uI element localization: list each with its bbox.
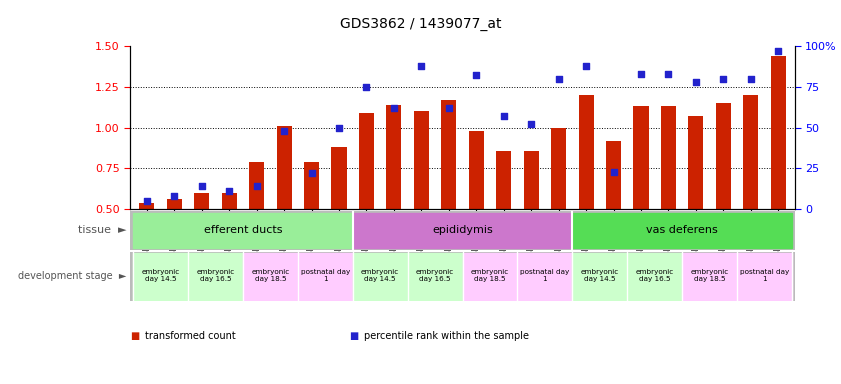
- Bar: [133, 213, 352, 248]
- Point: [497, 113, 510, 119]
- Bar: [133, 253, 188, 300]
- Point: [469, 73, 483, 79]
- Bar: [627, 253, 682, 300]
- Bar: [468, 131, 484, 291]
- Point: [607, 169, 621, 175]
- Bar: [573, 253, 627, 300]
- Text: embryonic
day 14.5: embryonic day 14.5: [580, 269, 619, 282]
- Text: postnatal day
1: postnatal day 1: [521, 269, 569, 282]
- Bar: [298, 253, 352, 300]
- Bar: [194, 193, 209, 291]
- Bar: [414, 111, 429, 291]
- Text: postnatal day
1: postnatal day 1: [300, 269, 350, 282]
- Point: [140, 198, 154, 204]
- Text: embryonic
day 14.5: embryonic day 14.5: [141, 269, 180, 282]
- Text: embryonic
day 18.5: embryonic day 18.5: [690, 269, 729, 282]
- Point: [442, 105, 456, 111]
- Text: tissue  ►: tissue ►: [77, 225, 126, 235]
- Text: ■: ■: [130, 331, 140, 341]
- Bar: [743, 95, 759, 291]
- Point: [634, 71, 648, 77]
- Bar: [386, 105, 401, 291]
- Point: [223, 188, 236, 194]
- Point: [744, 76, 758, 82]
- Bar: [442, 100, 457, 291]
- Bar: [606, 141, 621, 291]
- Bar: [770, 56, 785, 291]
- Point: [195, 184, 209, 190]
- Bar: [682, 253, 737, 300]
- Point: [332, 124, 346, 131]
- Bar: [737, 253, 792, 300]
- Bar: [573, 213, 792, 248]
- Text: embryonic
day 18.5: embryonic day 18.5: [251, 269, 289, 282]
- Point: [167, 193, 181, 199]
- Text: embryonic
day 16.5: embryonic day 16.5: [636, 269, 674, 282]
- Text: postnatal day
1: postnatal day 1: [740, 269, 789, 282]
- Point: [689, 79, 702, 85]
- Point: [525, 121, 538, 127]
- Text: epididymis: epididymis: [432, 225, 493, 235]
- Bar: [517, 253, 573, 300]
- Point: [552, 76, 565, 82]
- Bar: [661, 106, 676, 291]
- Bar: [716, 103, 731, 291]
- Bar: [689, 116, 703, 291]
- Bar: [352, 213, 573, 248]
- Point: [304, 170, 318, 177]
- Bar: [524, 151, 539, 291]
- Bar: [496, 151, 511, 291]
- Bar: [167, 199, 182, 291]
- Bar: [408, 253, 463, 300]
- Bar: [249, 162, 264, 291]
- Text: GDS3862 / 1439077_at: GDS3862 / 1439077_at: [340, 17, 501, 31]
- Point: [415, 63, 428, 69]
- Bar: [579, 95, 594, 291]
- Bar: [633, 106, 648, 291]
- Text: embryonic
day 16.5: embryonic day 16.5: [416, 269, 454, 282]
- Text: ■: ■: [349, 331, 358, 341]
- Bar: [331, 147, 346, 291]
- Bar: [359, 113, 374, 291]
- Bar: [222, 193, 236, 291]
- Text: embryonic
day 14.5: embryonic day 14.5: [361, 269, 399, 282]
- Point: [250, 184, 263, 190]
- Text: efferent ducts: efferent ducts: [204, 225, 283, 235]
- Point: [387, 105, 400, 111]
- Text: percentile rank within the sample: percentile rank within the sample: [364, 331, 529, 341]
- Text: development stage  ►: development stage ►: [18, 271, 126, 281]
- Text: embryonic
day 18.5: embryonic day 18.5: [471, 269, 509, 282]
- Bar: [277, 126, 292, 291]
- Bar: [304, 162, 319, 291]
- Bar: [463, 253, 517, 300]
- Bar: [188, 253, 243, 300]
- Text: embryonic
day 16.5: embryonic day 16.5: [196, 269, 235, 282]
- Point: [360, 84, 373, 90]
- Point: [579, 63, 593, 69]
- Bar: [243, 253, 298, 300]
- Bar: [352, 253, 408, 300]
- Bar: [551, 127, 566, 291]
- Point: [278, 128, 291, 134]
- Bar: [140, 203, 155, 291]
- Text: transformed count: transformed count: [145, 331, 236, 341]
- Text: vas deferens: vas deferens: [646, 225, 718, 235]
- Point: [771, 48, 785, 54]
- Point: [662, 71, 675, 77]
- Point: [717, 76, 730, 82]
